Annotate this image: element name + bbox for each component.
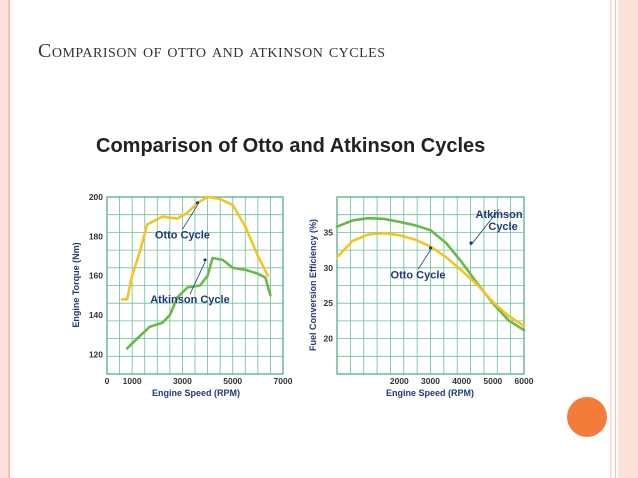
slide-edge-line-left [8, 0, 10, 478]
y-tick-label: 120 [89, 349, 103, 359]
series-line-otto [120, 195, 270, 301]
annotation-label: Atkinson [476, 209, 523, 221]
annotation-label: Otto Cycle [155, 229, 210, 241]
plot-frame [336, 196, 525, 375]
annotation-arrow [417, 249, 431, 270]
grid-lines [336, 196, 525, 375]
y-tick-label: 30 [324, 263, 334, 273]
slide-edge-stripe-right-inner [610, 0, 612, 478]
figure-title: Comparison of Otto and Atkinson Cycles [96, 135, 486, 157]
x-tick-label: 3000 [421, 376, 440, 386]
slide-edge-stripe-left [0, 0, 8, 478]
annotation-arrow [182, 204, 198, 230]
x-tick-label: 3000 [173, 376, 192, 386]
x-tick-label: 6000 [515, 376, 534, 386]
slide-edge-line-right [615, 0, 616, 478]
slide-title: Comparison of otto and atkinson cycles [38, 40, 386, 62]
annotation-label: Otto Cycle [391, 269, 446, 281]
torque-chart: 0 1000 3000 5000 7000 120 140 160 180 200 Engine S… [71, 192, 293, 398]
series-line-atkinson [125, 256, 272, 350]
x-tick-label: 5000 [483, 376, 502, 386]
annotation-arrow [470, 208, 500, 246]
annotation-arrow-head [203, 258, 207, 262]
y-tick-label: 180 [89, 231, 103, 241]
annotation-arrow-head [428, 246, 433, 250]
annotation-arrow-head [469, 241, 473, 245]
slide-edge-stripe-right [618, 0, 638, 478]
x-tick-label: 7000 [274, 376, 293, 386]
y-tick-label: 200 [89, 192, 103, 202]
plot-frame [106, 196, 284, 375]
x-tick-label: 5000 [223, 376, 242, 386]
x-tick-label: 4000 [452, 376, 471, 386]
annotation-label-line2: Cycle [488, 221, 517, 233]
y-tick-label: 140 [89, 310, 103, 320]
orange-circle-icon [567, 397, 607, 437]
y-tick-label: 35 [324, 227, 334, 237]
x-axis-label: Engine Speed (RPM) [152, 388, 240, 398]
y-axis-label: Engine Torque (Nm) [71, 242, 81, 327]
x-axis-label: Engine Speed (RPM) [386, 388, 474, 398]
x-tick-label: 0 [105, 376, 110, 386]
y-tick-label: 25 [324, 298, 334, 308]
y-tick-label: 160 [89, 271, 103, 281]
efficiency-chart: 2000 3000 4000 5000 6000 20 25 30 35 Engine Speed… [308, 196, 534, 398]
y-axis-label: Fuel Conversion Efficiency (%) [308, 219, 318, 351]
x-tick-label: 2000 [390, 376, 409, 386]
x-tick-label: 1000 [123, 376, 142, 386]
annotation-label: Atkinson Cycle [150, 294, 229, 306]
y-tick-label: 20 [324, 334, 334, 344]
annotation-arrow-head [195, 201, 200, 205]
annotation-arrow [189, 261, 206, 295]
